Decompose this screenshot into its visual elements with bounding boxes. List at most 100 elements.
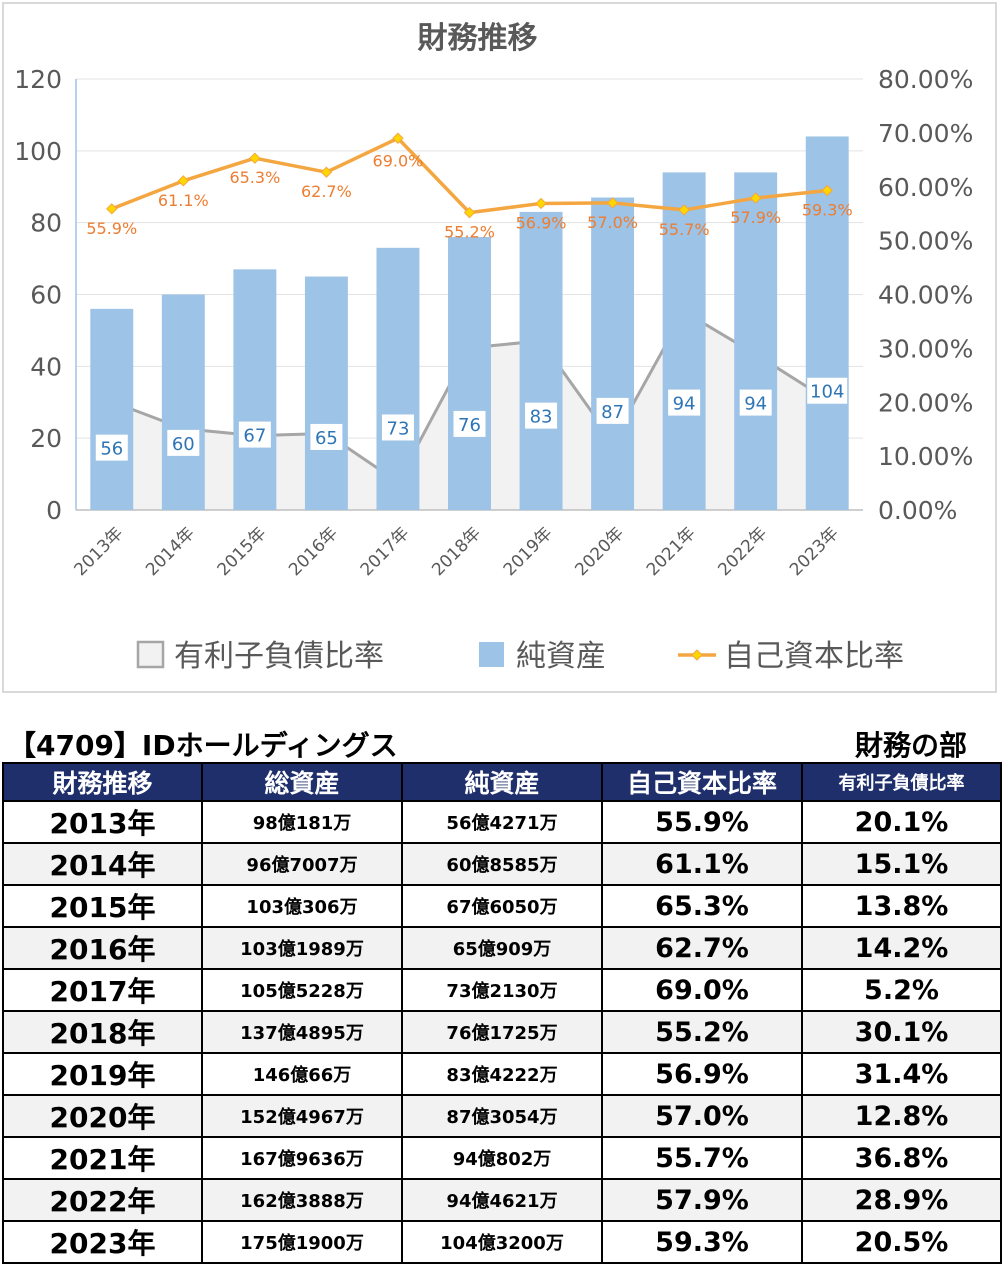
company-title: 【4709】IDホールディングス bbox=[8, 729, 398, 762]
header-year: 財務推移 bbox=[2, 762, 203, 802]
y-right-tick-label: 0.00% bbox=[878, 496, 957, 525]
equity-ratio-marker bbox=[535, 197, 547, 210]
cell-net-assets: 73億2130万 bbox=[401, 968, 603, 1012]
line-data-label: 55.9% bbox=[86, 219, 137, 238]
x-tick-label: 2016年 bbox=[285, 523, 342, 580]
cell-total-assets: 152億4967万 bbox=[201, 1094, 403, 1138]
cell-net-assets: 87億3054万 bbox=[401, 1094, 603, 1138]
x-tick-label: 2020年 bbox=[571, 523, 628, 580]
y-right-tick-label: 80.00% bbox=[878, 65, 973, 94]
net-assets-bar bbox=[161, 294, 205, 510]
table-row: 2014年 96億7007万 60億8585万 61.1% 15.1% bbox=[2, 842, 1002, 886]
bar-data-label: 83 bbox=[530, 407, 553, 428]
line-data-label: 62.7% bbox=[301, 182, 352, 201]
table-row: 2021年 167億9636万 94億802万 55.7% 36.8% bbox=[2, 1136, 1002, 1180]
line-data-label: 57.9% bbox=[730, 208, 781, 227]
table-header: 財務推移 総資産 純資産 自己資本比率 有利子負債比率 bbox=[2, 762, 1002, 802]
table-row: 2020年 152億4967万 87億3054万 57.0% 12.8% bbox=[2, 1094, 1002, 1138]
equity-ratio-marker bbox=[678, 204, 690, 216]
y-right-tick-label: 70.00% bbox=[878, 119, 973, 148]
cell-year: 2017年 bbox=[2, 968, 203, 1012]
net-assets-bar bbox=[90, 308, 134, 510]
line-data-label: 61.1% bbox=[158, 191, 209, 210]
legend-swatch-net-assets bbox=[479, 642, 504, 667]
net-assets-bar bbox=[591, 197, 635, 510]
equity-ratio-line bbox=[111, 136, 828, 215]
net-assets-bar bbox=[233, 269, 277, 510]
bar-data-label: 56 bbox=[100, 439, 123, 460]
x-tick-label: 2015年 bbox=[214, 523, 271, 580]
bar-data-label: 94 bbox=[744, 394, 767, 415]
header-equity-ratio: 自己資本比率 bbox=[601, 762, 803, 802]
line-data-label: 59.3% bbox=[802, 201, 853, 220]
cell-equity-ratio: 57.0% bbox=[601, 1094, 803, 1138]
net-assets-bar bbox=[448, 237, 491, 511]
cell-net-assets: 94億4621万 bbox=[401, 1178, 603, 1222]
bar-data-label: 87 bbox=[601, 402, 624, 423]
cell-year: 2014年 bbox=[2, 842, 203, 886]
cell-year: 2016年 bbox=[2, 926, 203, 970]
y-left-tick-label: 0 bbox=[46, 496, 62, 525]
x-tick-label: 2013年 bbox=[71, 523, 128, 580]
table-row: 2022年 162億3888万 94億4621万 57.9% 28.9% bbox=[2, 1178, 1002, 1222]
x-tick-label: 2022年 bbox=[714, 523, 771, 580]
bar-label-box bbox=[596, 397, 629, 424]
y-left-tick-label: 40 bbox=[30, 352, 62, 381]
bar-label-box bbox=[668, 389, 701, 416]
y-right-tick-label: 30.00% bbox=[878, 334, 973, 363]
equity-ratio-marker bbox=[606, 197, 619, 209]
cell-debt-ratio: 20.1% bbox=[801, 800, 1002, 844]
cell-debt-ratio: 14.2% bbox=[801, 926, 1002, 970]
cell-debt-ratio: 5.2% bbox=[801, 968, 1002, 1012]
x-tick-label: 2021年 bbox=[643, 523, 700, 580]
x-tick-label: 2017年 bbox=[357, 523, 414, 580]
bar-data-label: 65 bbox=[315, 428, 338, 449]
bar-label-box bbox=[95, 434, 128, 461]
net-assets-bar bbox=[805, 136, 849, 510]
y-left-tick-label: 80 bbox=[30, 209, 62, 238]
cell-net-assets: 94億802万 bbox=[401, 1136, 603, 1180]
cell-year: 2013年 bbox=[2, 800, 203, 844]
cell-equity-ratio: 62.7% bbox=[601, 926, 803, 970]
table-row: 2016年 103億1989万 65億909万 62.7% 14.2% bbox=[2, 926, 1002, 970]
bar-label-box bbox=[381, 414, 414, 441]
cell-total-assets: 146億66万 bbox=[201, 1052, 403, 1096]
table-row: 2017年 105億5228万 73億2130万 69.0% 5.2% bbox=[2, 968, 1002, 1012]
cell-net-assets: 60億8585万 bbox=[401, 842, 603, 886]
cell-net-assets: 76億1725万 bbox=[401, 1010, 603, 1054]
table-row: 2018年 137億4895万 76億1725万 55.2% 30.1% bbox=[2, 1010, 1002, 1054]
y-right-tick-label: 20.00% bbox=[878, 388, 973, 417]
bar-data-label: 60 bbox=[172, 434, 195, 455]
cell-debt-ratio: 28.9% bbox=[801, 1178, 1002, 1222]
legend-label-equity-ratio: 自己資本比率 bbox=[724, 639, 904, 674]
bar-label-box bbox=[238, 421, 271, 448]
x-tick-label: 2023年 bbox=[786, 523, 843, 580]
y-right-tick-label: 50.00% bbox=[878, 227, 973, 256]
equity-ratio-marker bbox=[106, 203, 118, 215]
cell-total-assets: 103億306万 bbox=[201, 884, 403, 928]
cell-equity-ratio: 55.9% bbox=[601, 800, 803, 844]
cell-debt-ratio: 20.5% bbox=[801, 1220, 1002, 1264]
header-net-assets: 純資産 bbox=[401, 762, 603, 802]
header-total-assets: 総資産 bbox=[201, 762, 403, 802]
line-data-label: 56.9% bbox=[516, 213, 567, 232]
cell-debt-ratio: 30.1% bbox=[801, 1010, 1002, 1054]
equity-ratio-marker bbox=[821, 184, 833, 197]
y-left-tick-label: 20 bbox=[30, 424, 62, 453]
equity-ratio-marker bbox=[392, 132, 404, 144]
net-assets-bar bbox=[734, 172, 778, 510]
bar-label-box bbox=[310, 423, 343, 450]
equity-ratio-marker bbox=[463, 206, 476, 219]
cell-total-assets: 98億181万 bbox=[201, 800, 403, 844]
bar-label-box bbox=[739, 389, 772, 416]
cell-total-assets: 103億1989万 bbox=[201, 926, 403, 970]
cell-equity-ratio: 55.2% bbox=[601, 1010, 803, 1054]
equity-ratio-marker bbox=[320, 166, 333, 178]
finance-table: 財務推移 総資産 純資産 自己資本比率 有利子負債比率 2013年 98億181万… bbox=[2, 762, 1002, 1264]
net-assets-bar bbox=[662, 172, 706, 510]
cell-total-assets: 96億7007万 bbox=[201, 842, 403, 886]
table-row: 2015年 103億306万 67億6050万 65.3% 13.8% bbox=[2, 884, 1002, 928]
cell-year: 2018年 bbox=[2, 1010, 203, 1054]
line-data-label: 69.0% bbox=[373, 151, 424, 170]
header-debt-ratio: 有利子負債比率 bbox=[801, 762, 1002, 802]
